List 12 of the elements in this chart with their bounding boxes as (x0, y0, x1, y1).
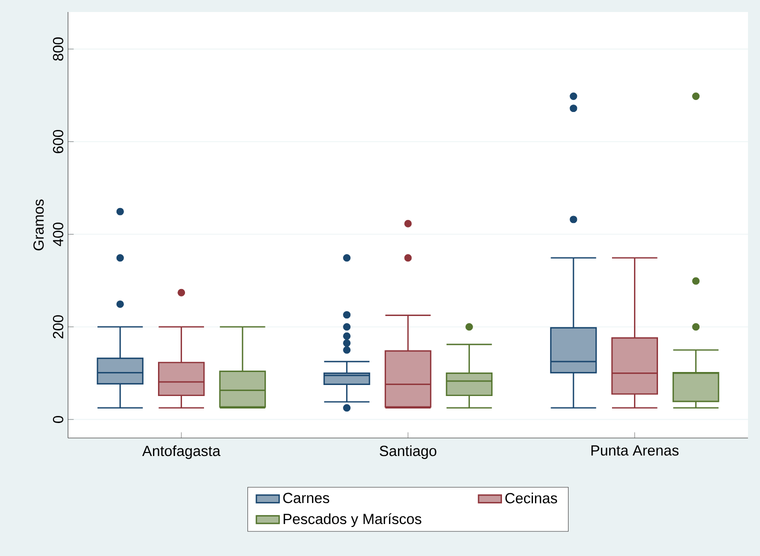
y-tick-label: 600 (52, 130, 64, 154)
y-tick-label: 400 (52, 222, 64, 246)
x-tick-label: Punta Arenas (591, 445, 679, 456)
x-tick-label: Antofagasta (142, 445, 220, 460)
legend-label: Carnes (283, 492, 330, 504)
x-tick-label: Santiago (380, 445, 436, 460)
y-tick-label: 800 (52, 37, 64, 61)
y-axis-title: Gramos (33, 199, 44, 250)
y-tick-label: 0 (52, 416, 64, 423)
legend-label: Pescados y Maríscos (284, 513, 422, 528)
y-tick-label: 200 (52, 315, 64, 338)
legend-label: Cecinas (505, 492, 558, 504)
